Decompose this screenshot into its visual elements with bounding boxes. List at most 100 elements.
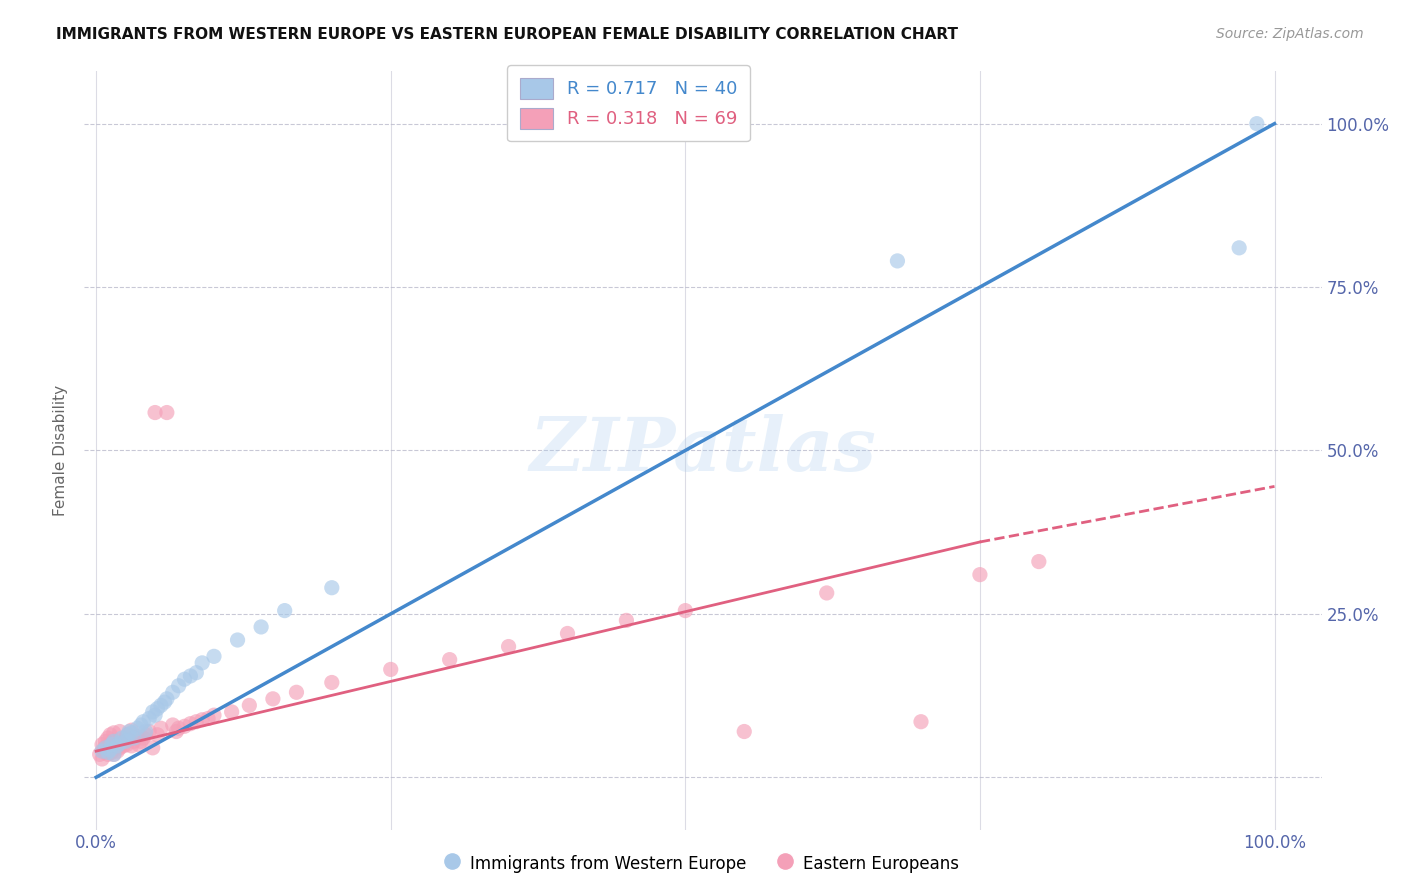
Point [149, 721, 172, 735]
Point [910, 714, 932, 729]
Point [93, 740, 115, 755]
Point [129, 734, 152, 748]
Point [108, 736, 131, 750]
Point [127, 730, 149, 744]
Point [103, 734, 125, 748]
Text: Source: ZipAtlas.com: Source: ZipAtlas.com [1216, 27, 1364, 41]
Point [380, 662, 402, 676]
Point [173, 719, 195, 733]
Point [815, 586, 838, 600]
Point [439, 652, 461, 666]
Point [138, 711, 160, 725]
Point [886, 254, 908, 268]
Point [149, 698, 172, 713]
Point [167, 721, 190, 735]
Point [146, 728, 169, 742]
Point [108, 724, 131, 739]
Point [616, 614, 638, 628]
Point [118, 732, 141, 747]
Point [112, 739, 135, 753]
Point [105, 744, 128, 758]
Point [226, 633, 249, 648]
Point [173, 672, 195, 686]
Point [1246, 117, 1268, 131]
Point [197, 711, 219, 725]
Point [733, 724, 755, 739]
Point [98, 743, 121, 757]
Point [91, 752, 114, 766]
Point [179, 669, 201, 683]
Point [1028, 555, 1050, 569]
Point [94, 746, 117, 760]
Point [238, 698, 260, 713]
Point [156, 691, 179, 706]
Point [165, 724, 187, 739]
Point [112, 734, 135, 748]
Point [273, 604, 295, 618]
Point [97, 747, 120, 762]
Point [121, 739, 143, 753]
Point [969, 567, 991, 582]
Text: IMMIGRANTS FROM WESTERN EUROPE VS EASTERN EUROPEAN FEMALE DISABILITY CORRELATION: IMMIGRANTS FROM WESTERN EUROPE VS EASTER… [56, 27, 959, 42]
Point [122, 731, 145, 745]
Point [202, 708, 225, 723]
Point [114, 734, 136, 748]
Point [1227, 241, 1250, 255]
Point [262, 691, 284, 706]
Point [557, 626, 579, 640]
Point [186, 665, 208, 680]
Point [105, 739, 128, 753]
Point [96, 743, 118, 757]
Point [498, 640, 520, 654]
Point [153, 695, 176, 709]
Point [138, 724, 160, 739]
Point [143, 708, 166, 723]
Point [202, 649, 225, 664]
Point [104, 740, 127, 755]
Point [100, 738, 122, 752]
Point [156, 405, 179, 420]
Point [101, 734, 124, 748]
Point [103, 726, 125, 740]
Point [114, 731, 136, 745]
Point [108, 740, 131, 755]
Point [98, 739, 121, 753]
Point [321, 675, 343, 690]
Point [103, 747, 125, 762]
Y-axis label: Female Disability: Female Disability [53, 384, 69, 516]
Point [167, 679, 190, 693]
Point [135, 728, 157, 742]
Point [162, 718, 184, 732]
Legend: R = 0.717   N = 40, R = 0.318   N = 69: R = 0.717 N = 40, R = 0.318 N = 69 [508, 65, 749, 141]
Point [122, 734, 145, 748]
Point [221, 705, 243, 719]
Text: ZIPatlas: ZIPatlas [530, 414, 876, 487]
Point [186, 714, 208, 729]
Point [91, 744, 114, 758]
Point [118, 724, 141, 739]
Point [142, 740, 165, 755]
Point [132, 714, 155, 729]
Point [115, 738, 138, 752]
Point [146, 701, 169, 715]
Point [128, 738, 150, 752]
Point [105, 738, 128, 752]
Point [121, 723, 143, 738]
Point [100, 746, 122, 760]
Point [117, 728, 139, 742]
Point [111, 736, 134, 750]
Point [191, 713, 214, 727]
Point [124, 731, 146, 745]
Point [97, 746, 120, 760]
Point [142, 705, 165, 719]
Point [103, 747, 125, 762]
Point [285, 685, 308, 699]
Point [191, 656, 214, 670]
Point [132, 731, 155, 745]
Point [179, 716, 201, 731]
Point [129, 718, 152, 732]
Point [162, 685, 184, 699]
Point [91, 744, 114, 758]
Legend: Immigrants from Western Europe, Eastern Europeans: Immigrants from Western Europe, Eastern … [440, 847, 966, 880]
Point [143, 405, 166, 420]
